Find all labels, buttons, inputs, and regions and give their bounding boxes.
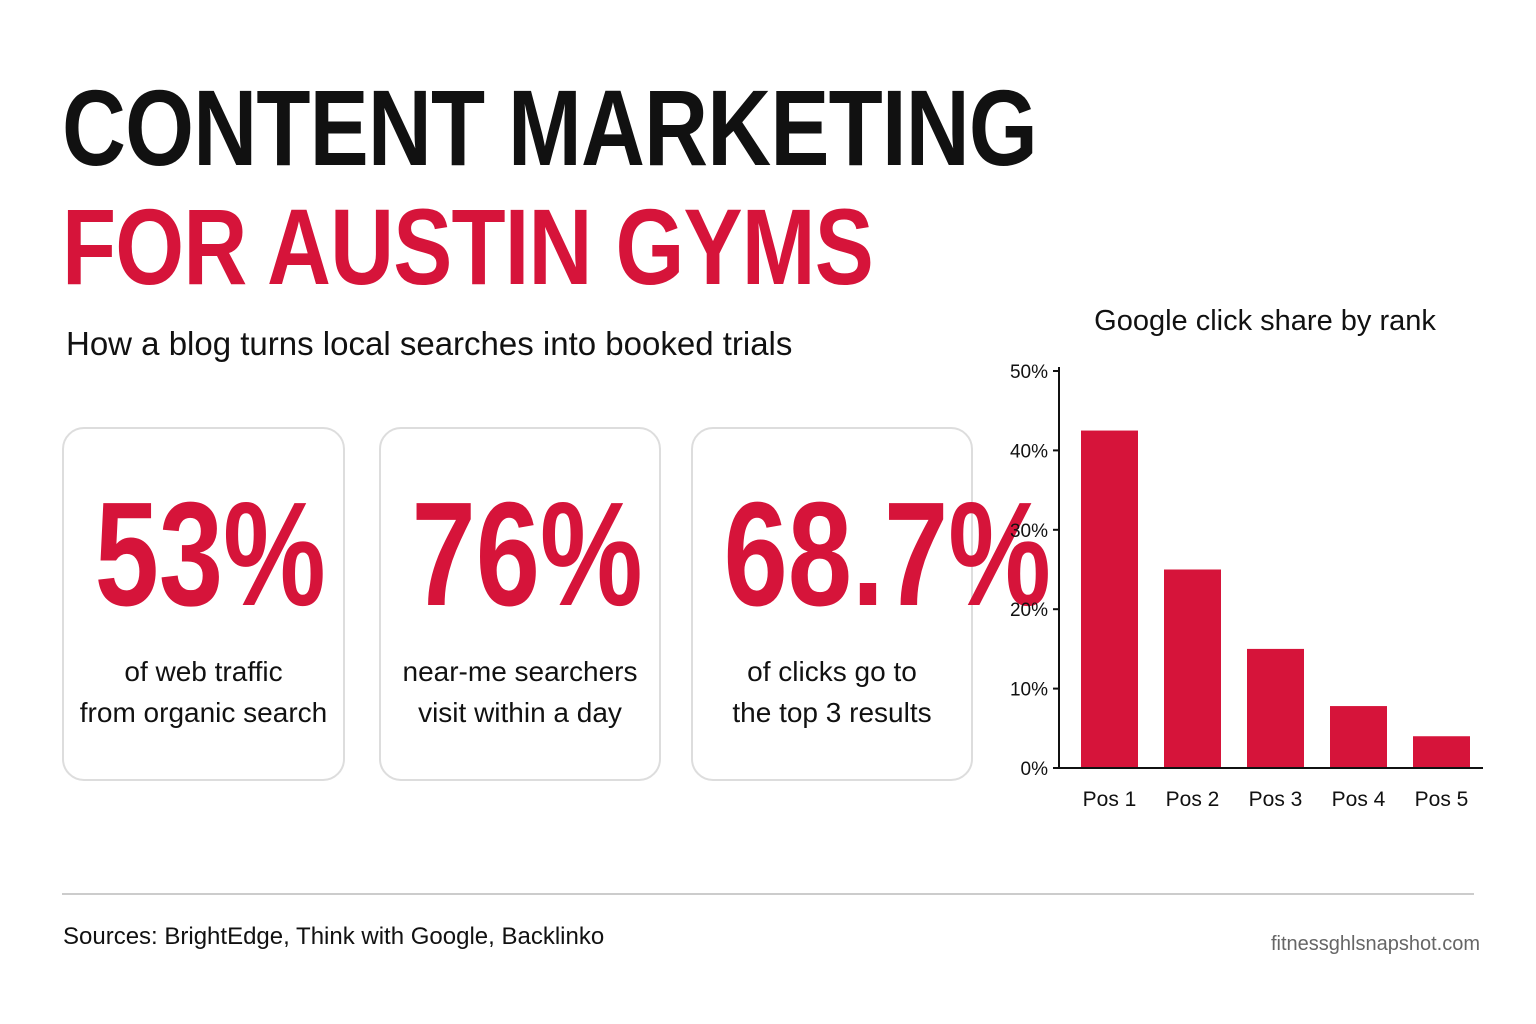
chart-bar <box>1247 648 1304 768</box>
stat-card-organic-traffic: 53% of web traffic from organic search <box>62 427 345 781</box>
stat-card-top3-clicks: 68.7% of clicks go to the top 3 results <box>691 427 1051 781</box>
y-tick-label: 40% <box>1010 441 1048 462</box>
y-tick-label: 0% <box>1021 759 1049 780</box>
x-tick-label: Pos 2 <box>1166 788 1220 811</box>
x-tick-label: Pos 1 <box>1083 788 1137 811</box>
chart-bar <box>1413 736 1470 768</box>
stat-label-line2: from organic search <box>79 697 328 728</box>
stat-label-line1: of clicks go to <box>747 656 917 687</box>
y-tick-label: 50% <box>1010 362 1048 383</box>
chart-bar <box>1330 706 1387 768</box>
stat-label-line2: the top 3 results <box>732 697 932 728</box>
stat-label: near-me searchers visit within a day <box>391 651 649 733</box>
chart-bar <box>1164 569 1221 768</box>
title-line-2: FOR AUSTIN GYMS <box>62 186 874 307</box>
stat-value: 76% <box>411 472 643 637</box>
stat-value: 53% <box>94 472 326 637</box>
stat-label-line2: visit within a day <box>418 697 622 728</box>
title-line-1: CONTENT MARKETING <box>62 67 1038 188</box>
y-tick-label: 30% <box>1010 521 1048 542</box>
chart-bar <box>1081 430 1138 768</box>
stat-label: of web traffic from organic search <box>74 651 333 733</box>
x-tick-label: Pos 4 <box>1332 788 1386 811</box>
footer-divider <box>62 893 1474 895</box>
site-url: fitnessghlsnapshot.com <box>1270 933 1480 955</box>
sources-note: Sources: BrightEdge, Think with Google, … <box>63 923 605 950</box>
subtitle: How a blog turns local searches into boo… <box>66 325 793 362</box>
chart-title: Google click share by rank <box>1094 305 1436 337</box>
y-tick-label: 20% <box>1010 600 1048 621</box>
x-tick-label: Pos 3 <box>1249 788 1303 811</box>
stat-label-line1: of web traffic <box>124 656 283 687</box>
x-tick-label: Pos 5 <box>1415 788 1469 811</box>
stat-card-near-me: 76% near-me searchers visit within a day <box>379 427 661 781</box>
stat-label-line1: near-me searchers <box>402 656 638 687</box>
y-tick-label: 10% <box>1010 680 1048 701</box>
stat-label: of clicks go to the top 3 results <box>703 651 961 733</box>
